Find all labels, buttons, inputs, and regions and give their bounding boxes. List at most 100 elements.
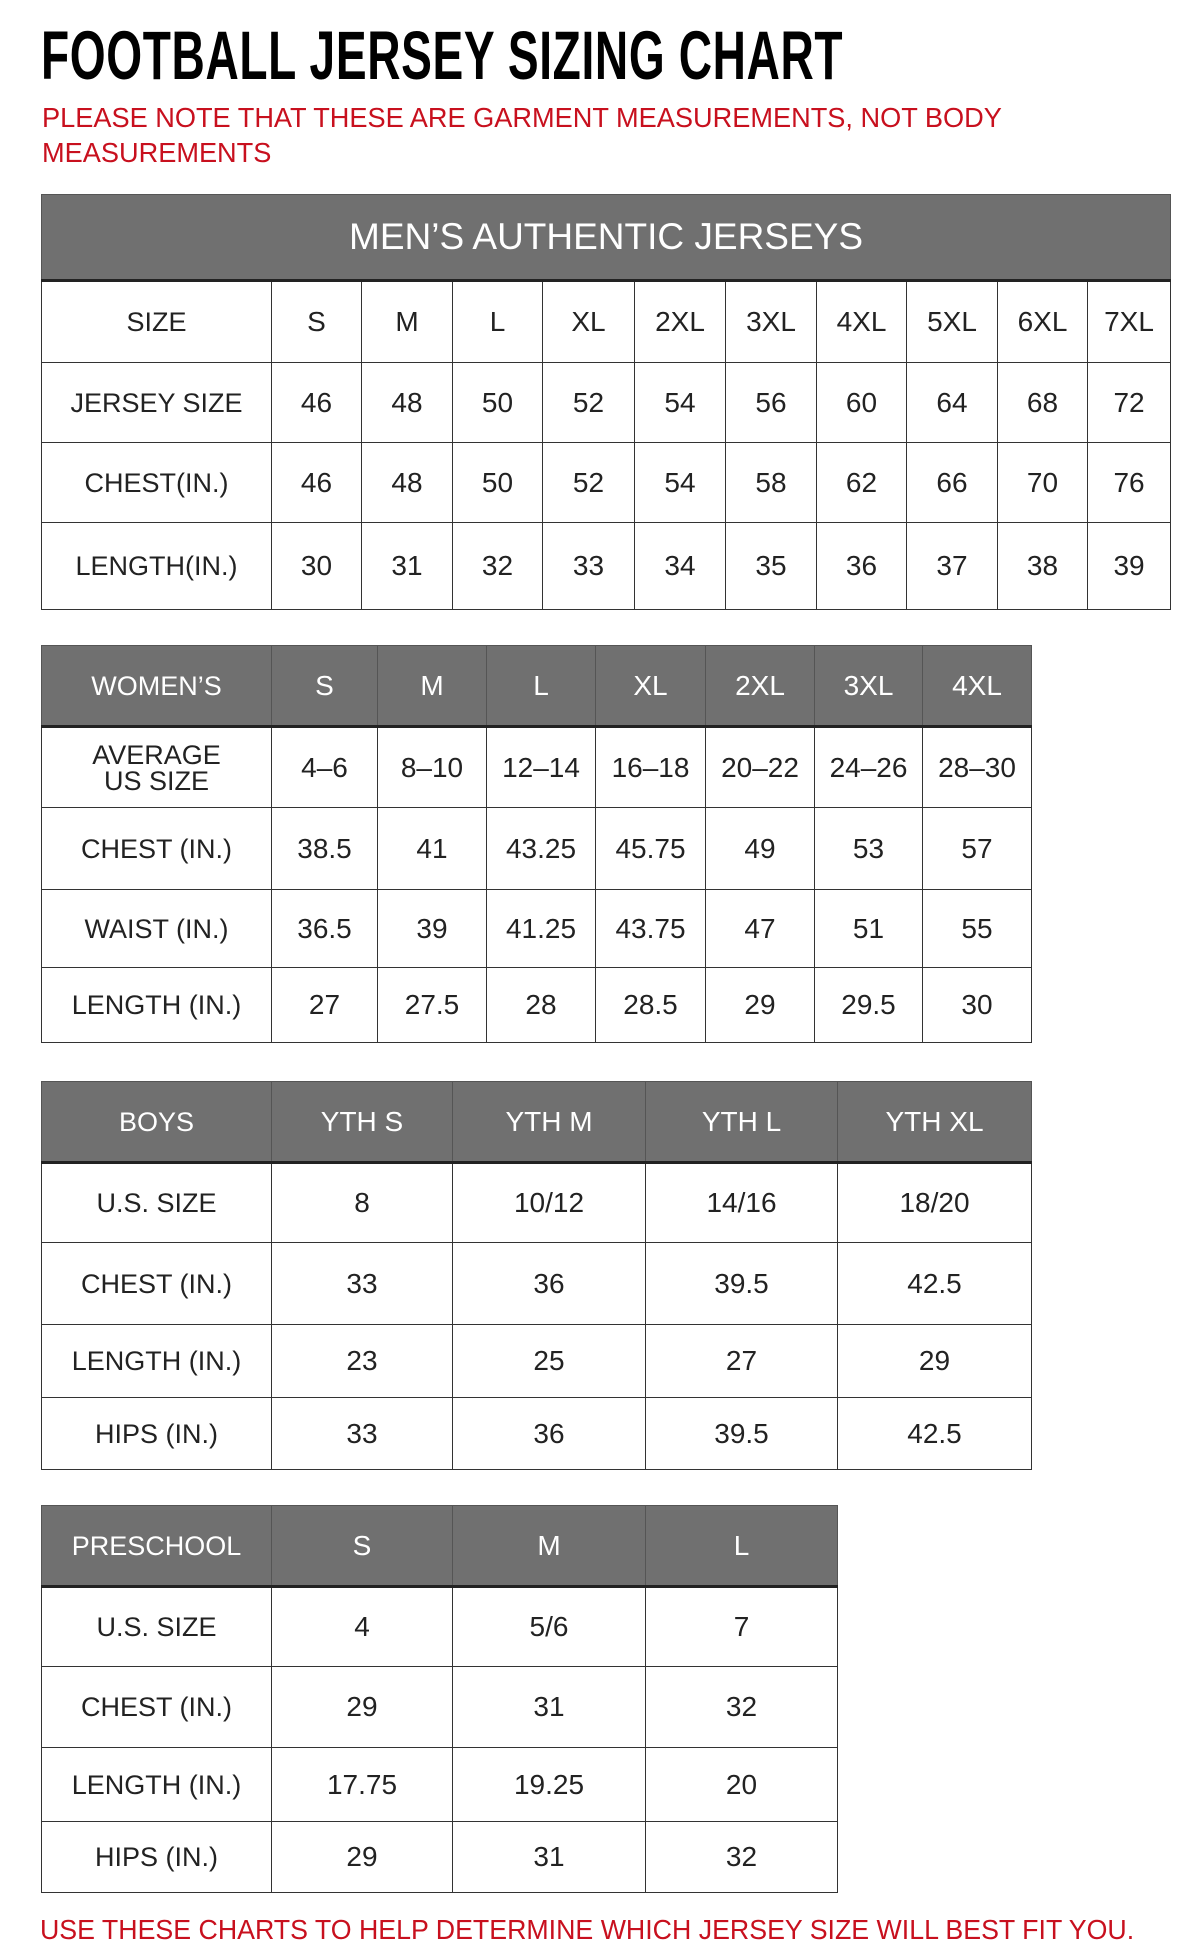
table-row: LENGTH (IN.) 17.75 19.25 20	[41, 1747, 838, 1822]
measurement-cell: 47	[705, 889, 815, 968]
row-label: LENGTH (IN.)	[41, 1747, 272, 1822]
measurement-cell: 18/20	[837, 1162, 1032, 1243]
size-column-header: 7XL	[1086, 280, 1172, 363]
size-column-header: M	[377, 645, 487, 727]
measurement-cell: 7	[645, 1586, 838, 1667]
measurement-cell: 28	[486, 967, 596, 1043]
size-column-header: M	[452, 1505, 646, 1587]
measurement-cell: 28–30	[922, 726, 1032, 808]
header-row: PRESCHOOL S M L	[41, 1505, 838, 1587]
measurement-cell: 33	[271, 1397, 453, 1470]
measurement-cell: 62	[816, 442, 907, 523]
measurement-cell: 28.5	[595, 967, 706, 1043]
measurement-cell: 36.5	[271, 889, 378, 968]
measurement-cell: 33	[271, 1242, 453, 1325]
measurement-cell: 46	[271, 362, 362, 443]
garment-measurement-note: PLEASE NOTE THAT THESE ARE GARMENT MEASU…	[42, 102, 1002, 168]
table-row: HIPS (IN.) 29 31 32	[41, 1821, 838, 1893]
measurement-cell: 57	[922, 807, 1032, 890]
row-label: LENGTH (IN.)	[41, 967, 272, 1043]
measurement-cell: 5/6	[452, 1586, 646, 1667]
measurement-cell: 39	[1086, 522, 1172, 610]
measurement-cell: 10/12	[452, 1162, 646, 1243]
table-title-row: MEN’S AUTHENTIC JERSEYS	[40, 194, 1172, 282]
row-label: HIPS (IN.)	[41, 1821, 272, 1893]
measurement-cell: 76	[1086, 442, 1172, 523]
row-label: CHEST (IN.)	[41, 1242, 272, 1325]
row-label: LENGTH(IN.)	[41, 522, 272, 610]
size-column-header: S	[271, 645, 378, 727]
measurement-cell: 42.5	[837, 1242, 1032, 1325]
measurement-cell: 20–22	[705, 726, 815, 808]
size-column-header: 4XL	[922, 645, 1032, 727]
table-title: MEN’S AUTHENTIC JERSEYS	[40, 194, 1172, 282]
measurement-cell: 31	[452, 1821, 646, 1893]
measurement-cell: 30	[271, 522, 362, 610]
measurement-cell: 30	[922, 967, 1032, 1043]
measurement-cell: 8	[271, 1162, 453, 1243]
measurement-cell: 36	[452, 1242, 646, 1325]
row-label: AVERAGE US SIZE	[41, 726, 272, 808]
table-row: LENGTH(IN.) 30 31 32 33 34 35 36 37 38 39	[41, 522, 1172, 610]
measurement-cell: 41	[377, 807, 487, 890]
measurement-cell: 29	[271, 1821, 453, 1893]
size-column-header: 3XL	[725, 280, 817, 363]
size-column-header: XL	[542, 280, 635, 363]
measurement-cell: 27	[271, 967, 378, 1043]
table-row: CHEST (IN.) 33 36 39.5 42.5	[41, 1242, 1032, 1325]
row-label: U.S. SIZE	[41, 1586, 272, 1667]
measurement-cell: 45.75	[595, 807, 706, 890]
header-label: PRESCHOOL	[41, 1505, 272, 1587]
table-row: WAIST (IN.) 36.5 39 41.25 43.75 47 51 55	[41, 889, 1032, 968]
header-label: BOYS	[41, 1081, 272, 1163]
measurement-cell: 60	[816, 362, 907, 443]
measurement-cell: 23	[271, 1324, 453, 1398]
measurement-cell: 32	[452, 522, 543, 610]
measurement-cell: 53	[814, 807, 923, 890]
row-label: CHEST (IN.)	[41, 1666, 272, 1748]
row-label: WAIST (IN.)	[41, 889, 272, 968]
measurement-cell: 58	[725, 442, 817, 523]
row-label: CHEST(IN.)	[41, 442, 272, 523]
measurement-cell: 48	[361, 442, 453, 523]
size-column-header: L	[645, 1505, 838, 1587]
measurement-cell: 70	[997, 442, 1088, 523]
size-column-header: XL	[595, 645, 706, 727]
measurement-cell: 54	[634, 442, 726, 523]
measurement-cell: 19.25	[452, 1747, 646, 1822]
header-label: SIZE	[41, 280, 272, 363]
table-row: CHEST (IN.) 29 31 32	[41, 1666, 838, 1748]
measurement-cell: 36	[452, 1397, 646, 1470]
measurement-cell: 66	[906, 442, 998, 523]
measurement-cell: 41.25	[486, 889, 596, 968]
measurement-cell: 27	[645, 1324, 838, 1398]
measurement-cell: 55	[922, 889, 1032, 968]
measurement-cell: 38	[997, 522, 1088, 610]
size-column-header: YTH XL	[837, 1081, 1032, 1163]
measurement-cell: 29	[705, 967, 815, 1043]
measurement-cell: 27.5	[377, 967, 487, 1043]
header-row: SIZE S M L XL 2XL 3XL 4XL 5XL 6XL 7XL	[41, 280, 1172, 363]
measurement-cell: 31	[361, 522, 453, 610]
page-title: FOOTBALL JERSEY SIZING CHART	[41, 18, 844, 95]
measurement-cell: 24–26	[814, 726, 923, 808]
measurement-cell: 25	[452, 1324, 646, 1398]
size-column-header: 6XL	[997, 280, 1088, 363]
measurement-cell: 43.75	[595, 889, 706, 968]
measurement-cell: 8–10	[377, 726, 487, 808]
size-column-header: YTH M	[452, 1081, 646, 1163]
measurement-cell: 48	[361, 362, 453, 443]
mens-size-table: MEN’S AUTHENTIC JERSEYS SIZE S M L XL 2XL 3XL 4X…	[40, 194, 1172, 610]
header-label: WOMEN’S	[41, 645, 272, 727]
measurement-cell: 29.5	[814, 967, 923, 1043]
measurement-cell: 16–18	[595, 726, 706, 808]
measurement-cell: 50	[452, 442, 543, 523]
size-column-header: YTH L	[645, 1081, 838, 1163]
measurement-cell: 64	[906, 362, 998, 443]
measurement-cell: 37	[906, 522, 998, 610]
measurement-cell: 35	[725, 522, 817, 610]
measurement-cell: 38.5	[271, 807, 378, 890]
table-row: CHEST (IN.) 38.5 41 43.25 45.75 49 53 57	[41, 807, 1032, 890]
size-column-header: S	[271, 280, 362, 363]
measurement-cell: 39	[377, 889, 487, 968]
